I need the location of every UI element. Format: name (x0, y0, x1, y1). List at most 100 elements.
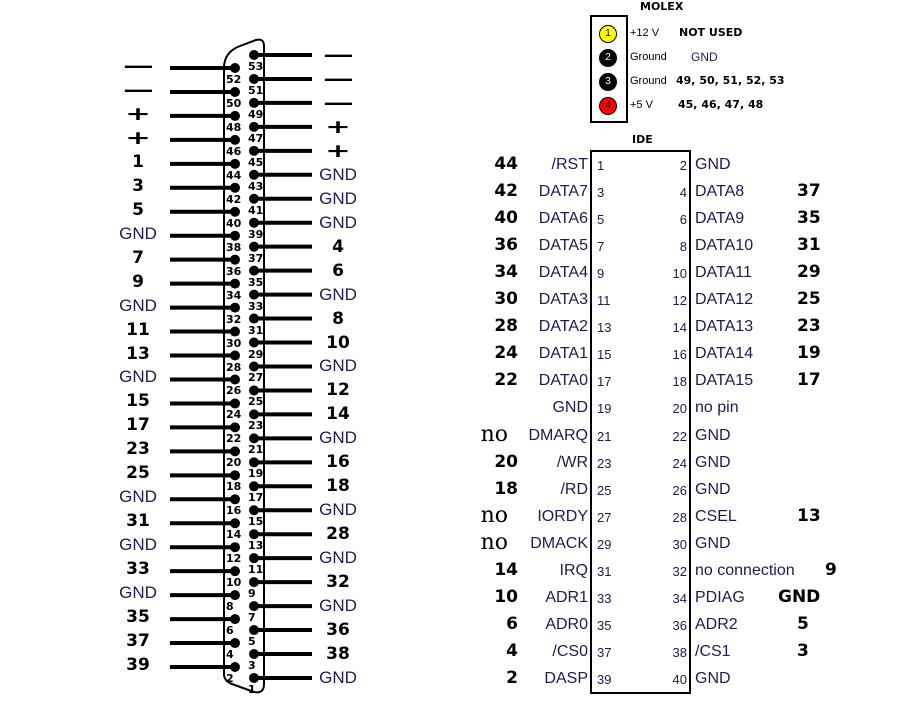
pin-number: 52 (226, 73, 242, 86)
ide-left-pin: 37 (597, 644, 612, 660)
plus-sign: + (125, 126, 151, 149)
molex-pin-name: Ground (630, 51, 667, 63)
pin-number: 8 (226, 600, 234, 614)
pin-number: 20 (226, 456, 242, 470)
ide-right-external: 19 (797, 343, 821, 364)
pin-number: 51 (248, 83, 264, 97)
left-pin-label: GND (119, 487, 157, 507)
left-pin-label: GND (119, 295, 157, 315)
pin-number: 25 (248, 395, 264, 409)
ide-right-pin: 10 (672, 266, 687, 282)
ide-right-pin: 2 (679, 158, 687, 173)
ide-left-external: 6 (506, 613, 518, 634)
left-pin-label: 9 (132, 271, 144, 292)
ide-right-external: 3 (797, 640, 809, 661)
ide-left-signal: IORDY (537, 507, 588, 525)
right-pin-label: 8 (332, 308, 344, 329)
right-pin-label: — (308, 93, 368, 113)
ide-left-signal: DMACK (530, 534, 588, 552)
pin-dot (230, 326, 240, 337)
ide-right-external: 17 (797, 370, 821, 391)
ide-left-pin: 35 (597, 617, 612, 633)
ide-left-signal: DATA6 (538, 210, 588, 228)
pin-dot (249, 289, 259, 300)
pin-dot (249, 145, 259, 156)
ide-right-signal: DATA11 (695, 264, 752, 282)
ide-left-pin: 19 (597, 401, 612, 417)
pin-dot (230, 662, 240, 672)
molex-pin-mapping: 45, 46, 47, 48 (678, 98, 764, 111)
ide-left-pin: 27 (597, 509, 612, 525)
ide-right-pin: 24 (672, 455, 687, 471)
right-pin-label: 38 (326, 644, 350, 664)
right-pin-label: 16 (326, 452, 350, 473)
pin-dot (230, 230, 240, 241)
left-pin-label: GND (119, 535, 157, 555)
pin-dot (249, 601, 259, 612)
ide-right-external: 13 (797, 505, 821, 526)
left-pin-label: 23 (126, 439, 150, 460)
ide-left-signal: DATA2 (538, 318, 588, 336)
ide-right-pin: 16 (672, 347, 687, 363)
molex-pin-mapping: 49, 50, 51, 52, 53 (676, 74, 785, 87)
pin-number: 4 (226, 648, 234, 662)
right-pin-label: — (308, 45, 368, 65)
ide-left-external: 10 (494, 586, 518, 607)
pin-number: 6 (226, 624, 234, 638)
pin-number: 44 (226, 168, 242, 182)
left-pin-label: 25 (126, 463, 150, 484)
minus-sign: — (322, 91, 354, 114)
pin-number: 48 (226, 120, 242, 134)
ide-right-signal: ADR2 (695, 615, 738, 633)
ide-title: IDE (632, 133, 653, 146)
right-pin-label: GND (319, 188, 357, 208)
ide-right-signal: GND (695, 453, 731, 471)
right-pin-label: 36 (326, 620, 350, 641)
pin-number: 53 (248, 60, 264, 73)
pin-number: 29 (248, 347, 264, 361)
ide-right-external: 25 (797, 289, 821, 310)
left-pin-label: 7 (132, 247, 144, 268)
ide-left-external: 2 (506, 667, 518, 688)
plus-sign: + (325, 139, 351, 162)
pin-dot (230, 86, 240, 97)
right-pin-label: GND (319, 548, 357, 568)
ide-left-external: no (480, 421, 508, 447)
ide-left-pin: 33 (597, 590, 612, 606)
left-pin-label: 33 (126, 559, 150, 580)
plus-sign: + (325, 115, 351, 138)
ide-left-pin: 31 (597, 563, 612, 579)
ide-left-signal: DMARQ (528, 426, 588, 444)
ide-left-signal: DATA3 (538, 291, 588, 309)
pin-number: 33 (248, 299, 264, 313)
plus-sign: + (125, 102, 151, 125)
ide-right-external: 31 (797, 235, 821, 256)
right-pin-label: 6 (332, 260, 344, 281)
right-pin-label: 4 (332, 236, 344, 257)
ide-right-signal: DATA10 (695, 237, 754, 255)
right-pin-label: GND (319, 596, 357, 616)
ide-right-pin: 26 (672, 482, 687, 498)
ide-left-pin: 11 (597, 293, 611, 309)
pin-dot (249, 577, 259, 588)
molex-pin-name: +12 V (630, 27, 660, 39)
ide-right-pin: 30 (672, 536, 687, 552)
pin-dot (230, 158, 240, 169)
pin-number: 10 (226, 576, 242, 590)
ide-left-pin: 7 (597, 239, 605, 255)
pin-number: 34 (226, 288, 242, 302)
molex-pin-name: +5 V (630, 99, 653, 111)
pin-number: 23 (248, 419, 264, 433)
pin-number: 14 (226, 528, 242, 542)
right-pin-label: GND (319, 667, 357, 687)
pin-number: 36 (226, 264, 242, 278)
left-pin-label: GND (119, 367, 157, 387)
ide-left-external: 34 (494, 262, 518, 283)
ide-left-signal: GND (552, 399, 588, 417)
molex-pin-circle: 1 (599, 25, 617, 43)
ide-right-signal: /CS1 (695, 642, 731, 660)
ide-left-external: 14 (494, 559, 518, 580)
left-pin-label: 5 (132, 199, 144, 220)
pin-number: 2 (226, 672, 234, 685)
pin-dot (249, 313, 259, 324)
